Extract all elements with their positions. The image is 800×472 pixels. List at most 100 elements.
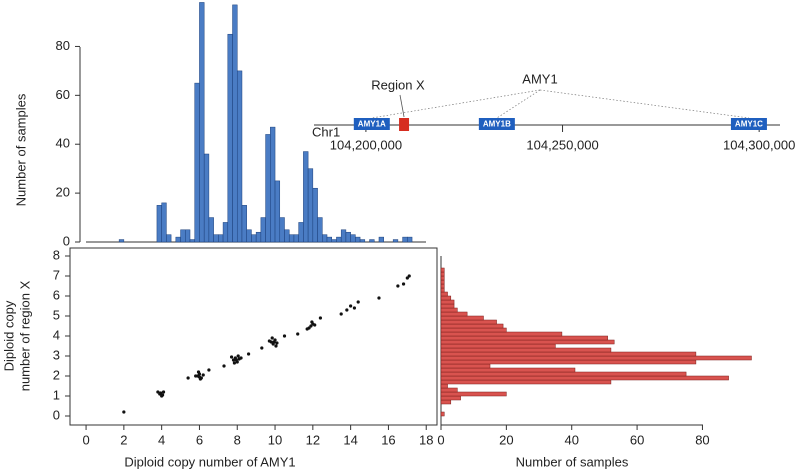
bar — [236, 70, 243, 243]
point — [194, 374, 198, 378]
point — [234, 358, 238, 362]
x-tick-label: 60 — [630, 432, 644, 447]
y-tick-label: 0 — [63, 233, 70, 248]
x-tick-label: 20 — [499, 432, 513, 447]
bar — [440, 395, 461, 401]
bar — [208, 217, 214, 243]
point — [246, 352, 251, 356]
bar — [440, 319, 497, 325]
bar — [255, 231, 262, 243]
x-tick-label: 0 — [82, 432, 89, 447]
bar — [322, 234, 328, 243]
bar — [303, 151, 309, 243]
point — [275, 341, 279, 345]
point — [310, 320, 314, 324]
point — [377, 296, 381, 300]
bar — [440, 307, 458, 313]
x-tick-label: 12 — [306, 432, 320, 447]
bar — [440, 271, 445, 277]
x-tick-label: 18 — [419, 432, 433, 447]
x-tick-label: 0 — [437, 432, 444, 447]
y-tick-label: 60 — [56, 87, 70, 102]
point — [345, 308, 349, 312]
bar — [440, 311, 468, 317]
y-tick-label: 40 — [56, 136, 70, 151]
point — [161, 393, 165, 397]
y-tick-label: 20 — [56, 185, 70, 200]
pointer — [539, 89, 749, 119]
bar — [251, 234, 257, 243]
y-tick-label: 7 — [53, 267, 60, 282]
x-tick-label: 80 — [695, 432, 709, 447]
bar — [440, 399, 452, 405]
point — [272, 340, 276, 344]
point — [356, 300, 360, 304]
bar — [369, 239, 375, 243]
bar — [270, 126, 276, 243]
gene — [730, 118, 767, 130]
point — [196, 370, 201, 374]
point — [339, 312, 343, 316]
point — [296, 332, 300, 336]
y-tick-label: 0 — [53, 407, 60, 422]
x-tick-label: 104,300,000 — [723, 137, 795, 152]
bar — [402, 236, 408, 243]
bar — [359, 239, 366, 243]
point — [305, 327, 309, 331]
x-tick-label: 6 — [196, 432, 203, 447]
bar — [355, 236, 361, 243]
bar — [118, 239, 125, 243]
point — [407, 274, 411, 278]
bar — [189, 239, 195, 243]
y-axis-label: number of region X — [17, 280, 32, 391]
bar — [440, 295, 452, 301]
point — [207, 368, 211, 372]
bar — [161, 202, 167, 243]
group-label: AMY1 — [522, 71, 557, 86]
bar — [331, 239, 337, 243]
y-tick-label: 5 — [53, 307, 60, 322]
bar — [440, 343, 556, 349]
y-axis-label: Number of samples — [13, 93, 28, 206]
point — [232, 361, 237, 365]
point — [318, 316, 322, 320]
bar — [166, 234, 172, 243]
point — [401, 282, 406, 286]
bar — [326, 236, 332, 243]
chromosome-label: Chr1 — [312, 124, 340, 139]
y-tick-label: 3 — [53, 347, 60, 362]
pointer — [371, 89, 541, 119]
bar — [440, 327, 507, 333]
bar — [378, 236, 384, 243]
gene-label: AMY1B — [483, 120, 511, 129]
point — [270, 336, 274, 340]
bar — [156, 205, 162, 243]
bar — [440, 283, 445, 289]
bar — [440, 371, 687, 377]
region — [399, 118, 410, 131]
gene-label: AMY1A — [358, 120, 386, 129]
bar — [241, 205, 247, 243]
point — [236, 354, 240, 358]
bar — [440, 351, 697, 357]
gene-label: AMY1C — [735, 120, 763, 129]
bar — [440, 375, 729, 381]
point — [161, 390, 166, 394]
point — [282, 334, 287, 338]
x-tick-label: 10 — [268, 432, 282, 447]
bar — [265, 134, 271, 243]
bar — [440, 347, 612, 353]
bar — [392, 239, 399, 243]
point — [352, 306, 357, 310]
point — [201, 373, 205, 377]
x-tick-label: 104,200,000 — [330, 137, 402, 152]
point — [349, 304, 353, 308]
y-tick-label: 2 — [53, 367, 60, 382]
pointer — [399, 94, 405, 118]
bar — [307, 168, 314, 243]
point — [267, 339, 271, 343]
point — [309, 324, 313, 328]
point — [229, 355, 234, 359]
x-tick-label: 8 — [234, 432, 241, 447]
